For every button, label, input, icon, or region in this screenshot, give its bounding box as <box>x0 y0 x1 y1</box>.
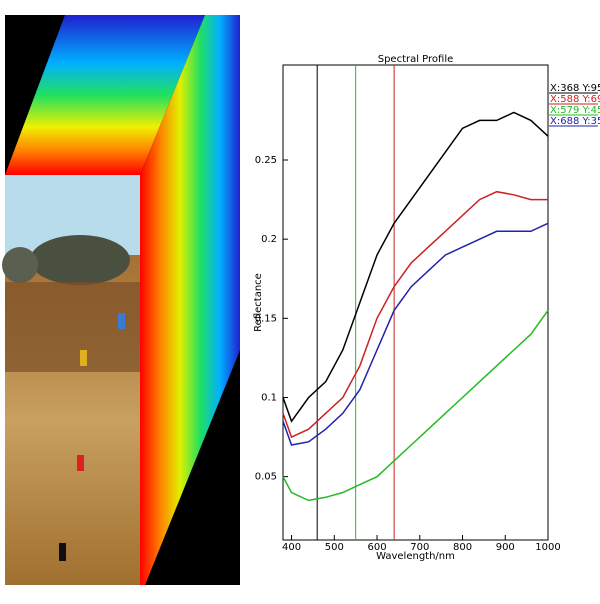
chart-title: Spectral Profile <box>378 54 454 65</box>
legend-label: X:688 Y:353 <box>550 116 600 127</box>
legend-label: X:368 Y:959 <box>550 83 600 94</box>
y-tick-label: 0.05 <box>255 472 277 483</box>
hyperspectral-cube <box>2 15 240 585</box>
series-line <box>282 309 549 502</box>
x-tick-label: 900 <box>496 542 515 553</box>
x-axis-label: Wavelength/nm <box>376 551 455 562</box>
series-line <box>282 190 548 439</box>
legend-label: X:588 Y:693 <box>550 94 600 105</box>
series-line <box>282 111 549 423</box>
x-tick-label: 400 <box>282 542 301 553</box>
y-tick-label: 0.2 <box>261 234 277 245</box>
y-tick-label: 0.15 <box>255 313 277 324</box>
x-tick-label: 600 <box>367 542 386 553</box>
plot-frame <box>282 64 549 541</box>
x-tick-label: 500 <box>325 542 344 553</box>
x-tick-label: 700 <box>410 542 429 553</box>
y-tick-label: 0.25 <box>255 155 277 166</box>
y-axis-label: Reflectance <box>253 273 264 332</box>
y-tick-label: 0.1 <box>261 393 277 404</box>
series-line <box>282 222 549 446</box>
legend-label: X:579 Y:451 <box>550 105 600 116</box>
x-tick-label: 1000 <box>535 542 560 553</box>
x-tick-label: 800 <box>453 542 472 553</box>
